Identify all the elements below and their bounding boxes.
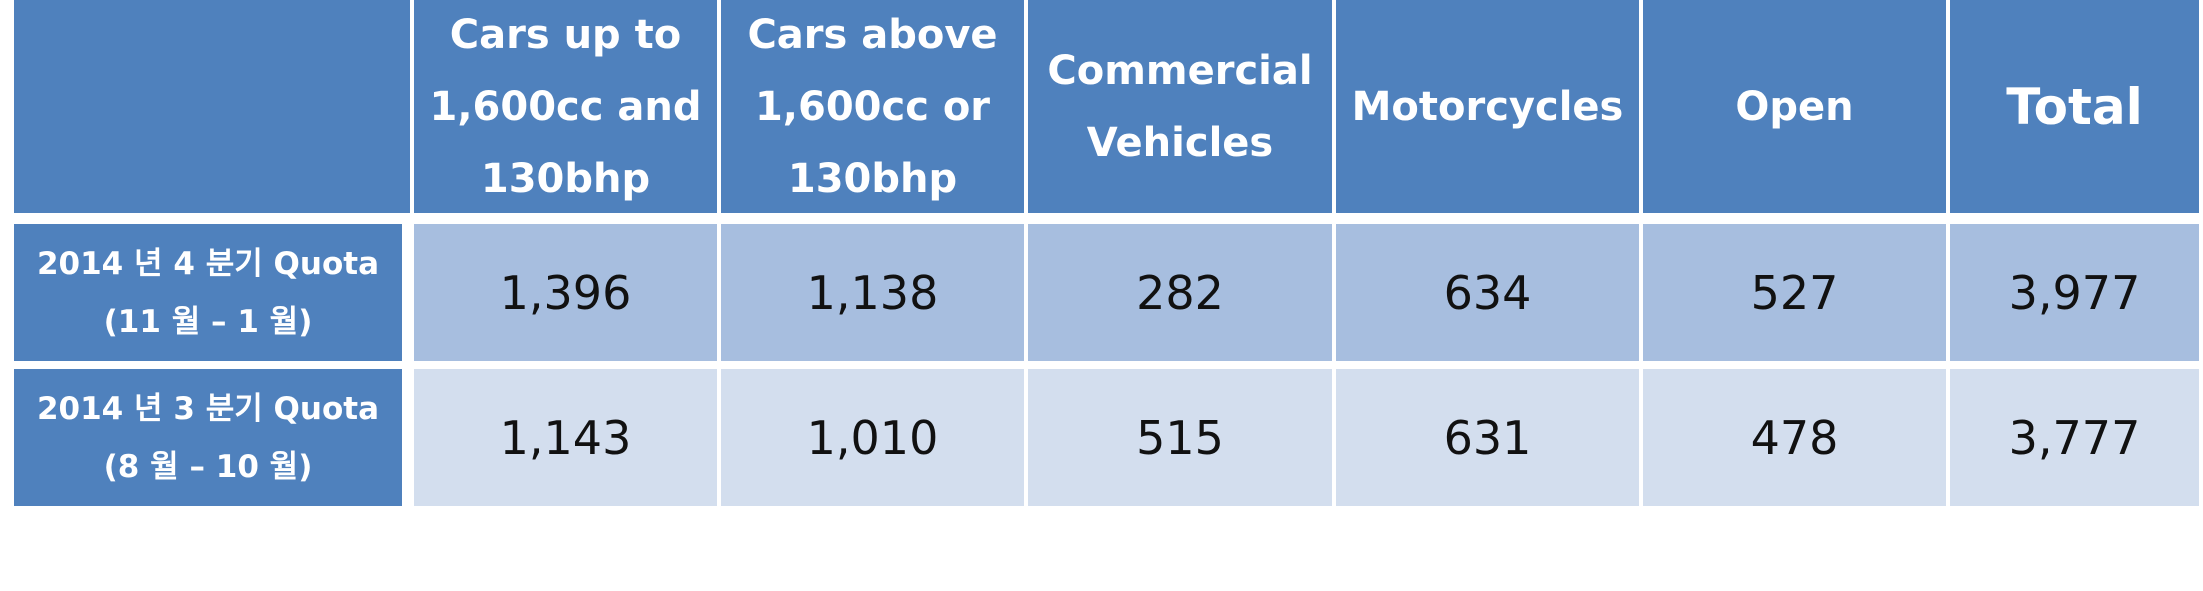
- table-cell: 1,396: [414, 224, 721, 369]
- table-cell: 631: [1336, 369, 1643, 514]
- header-cars-above-1600cc: Cars above 1,600cc or 130bhp: [721, 0, 1028, 224]
- header-open: Open: [1643, 0, 1950, 224]
- header-label: Total: [2006, 77, 2143, 136]
- header-label: Commercial Vehicles: [1047, 47, 1313, 166]
- table-cell: 634: [1336, 224, 1643, 369]
- table-cell: 527: [1643, 224, 1950, 369]
- table-cell: 1,010: [721, 369, 1028, 514]
- table-cell: 282: [1028, 224, 1336, 369]
- row-label: 2014 년 3 분기 Quota (8 월 – 10 월): [36, 390, 380, 485]
- table-cell-total: 3,777: [1950, 369, 2199, 514]
- header-corner-cell: [14, 0, 414, 224]
- header-total: Total: [1950, 0, 2199, 224]
- header-cars-up-to-1600cc: Cars up to 1,600cc and 130bhp: [414, 0, 721, 224]
- header-motorcycles: Motorcycles: [1336, 0, 1643, 224]
- table-cell-total: 3,977: [1950, 224, 2199, 369]
- header-label: Cars up to 1,600cc and 130bhp: [429, 11, 702, 202]
- header-label: Cars above 1,600cc or 130bhp: [747, 11, 998, 202]
- header-label: Open: [1735, 83, 1854, 130]
- table-cell: 515: [1028, 369, 1336, 514]
- table-cell: 478: [1643, 369, 1950, 514]
- table-cell: 1,143: [414, 369, 721, 514]
- row-label: 2014 년 4 분기 Quota (11 월 – 1 월): [36, 245, 380, 340]
- quota-table: Cars up to 1,600cc and 130bhp Cars above…: [14, 0, 2199, 522]
- row-label-q4-2014: 2014 년 4 분기 Quota (11 월 – 1 월): [14, 224, 414, 369]
- table-cell: 1,138: [721, 224, 1028, 369]
- row-label-q3-2014: 2014 년 3 분기 Quota (8 월 – 10 월): [14, 369, 414, 514]
- header-label: Motorcycles: [1351, 83, 1624, 130]
- header-commercial-vehicles: Commercial Vehicles: [1028, 0, 1336, 224]
